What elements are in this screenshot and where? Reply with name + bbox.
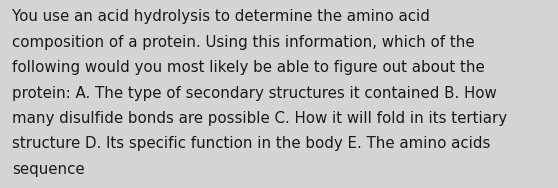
Text: sequence: sequence — [12, 162, 85, 177]
Text: protein: A. The type of secondary structures it contained B. How: protein: A. The type of secondary struct… — [12, 86, 497, 101]
Text: You use an acid hydrolysis to determine the amino acid: You use an acid hydrolysis to determine … — [12, 9, 430, 24]
Text: structure D. Its specific function in the body E. The amino acids: structure D. Its specific function in th… — [12, 136, 490, 151]
Text: many disulfide bonds are possible C. How it will fold in its tertiary: many disulfide bonds are possible C. How… — [12, 111, 507, 126]
Text: composition of a protein. Using this information, which of the: composition of a protein. Using this inf… — [12, 35, 475, 50]
Text: following would you most likely be able to figure out about the: following would you most likely be able … — [12, 60, 485, 75]
